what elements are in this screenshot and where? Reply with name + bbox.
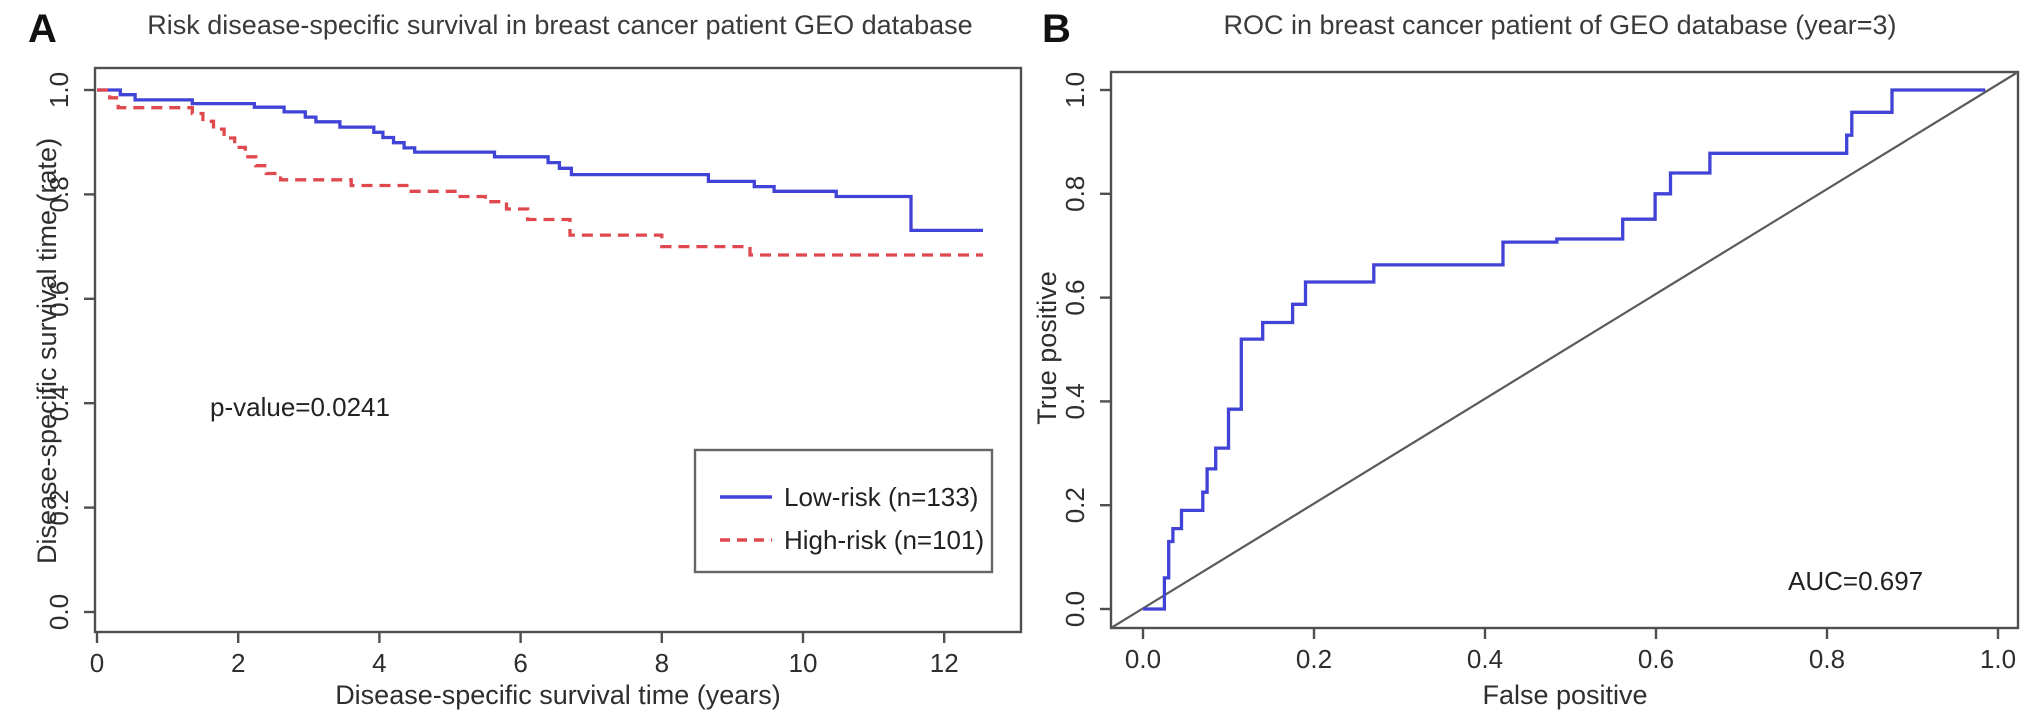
roc-curves	[1143, 88, 1986, 611]
x-tick-label: 8	[655, 648, 669, 678]
x-tick-label: 10	[789, 648, 818, 678]
x-tick-label: 0.2	[1296, 644, 1332, 674]
roc-chart-title: ROC in breast cancer patient of GEO data…	[1223, 10, 1896, 40]
low-risk-n-133-curve	[97, 88, 983, 233]
roc-y-axis-label: True positive	[1032, 271, 1062, 425]
km-y-axis-label: Disease-specific survival time (rate)	[32, 138, 62, 564]
x-tick-label: 0.8	[1809, 644, 1845, 674]
km-plot-box	[93, 66, 1023, 634]
y-tick-label: 0.2	[44, 490, 74, 526]
x-tick-label: 0.4	[1467, 644, 1503, 674]
panel-letter-b: B	[1042, 7, 1071, 51]
x-tick-label: 1.0	[1980, 644, 2016, 674]
roc-curve-curve	[1143, 88, 1986, 611]
x-tick-label: 0.6	[1638, 644, 1674, 674]
x-tick-label: 12	[930, 648, 959, 678]
panel-roc: B ROC in breast cancer patient of GEO da…	[1032, 7, 2020, 710]
high-risk-n-101-curve	[97, 88, 983, 257]
km-chart-title: Risk disease-specific survival in breast…	[147, 10, 972, 40]
y-tick-label: 0.8	[44, 176, 74, 212]
y-tick-label: 0.6	[1060, 280, 1090, 316]
panel-letter-a: A	[28, 7, 57, 51]
roc-reference-diagonal	[1110, 71, 2019, 629]
x-tick-label: 0.0	[1125, 644, 1161, 674]
legend-label-high-risk: High-risk (n=101)	[784, 525, 984, 555]
p-value-annotation: p-value=0.0241	[210, 392, 390, 422]
y-tick-label: 0.2	[1060, 487, 1090, 523]
y-tick-label: 0.0	[1060, 591, 1090, 627]
y-tick-label: 1.0	[44, 72, 74, 108]
km-axis-ticks: 0 2 4 6 8 10 12 0.0 0.2 0.4 0.6 0.8 1.0	[44, 72, 959, 678]
y-tick-label: 0.6	[44, 281, 74, 317]
km-legend: Low-risk (n=133) High-risk (n=101)	[693, 448, 994, 574]
roc-plot-box	[1109, 70, 2020, 630]
legend-label-low-risk: Low-risk (n=133)	[784, 482, 978, 512]
x-tick-label: 0	[90, 648, 104, 678]
km-x-axis-label: Disease-specific survival time (years)	[335, 680, 781, 710]
x-tick-label: 6	[513, 648, 527, 678]
y-tick-label: 1.0	[1060, 72, 1090, 108]
y-tick-label: 0.0	[44, 594, 74, 630]
x-tick-label: 4	[372, 648, 386, 678]
panel-km: A Risk disease-specific survival in brea…	[28, 7, 1023, 710]
auc-annotation: AUC=0.697	[1788, 566, 1923, 596]
roc-axis-ticks: 0.0 0.2 0.4 0.6 0.8 1.0 0.0 0.2 0.4 0.6 0.8 1.0	[1060, 72, 2016, 674]
km-legend-box	[693, 448, 994, 574]
y-tick-label: 0.8	[1060, 176, 1090, 212]
km-curves	[97, 88, 983, 257]
x-tick-label: 2	[231, 648, 245, 678]
y-tick-label: 0.4	[1060, 383, 1090, 419]
y-tick-label: 0.4	[44, 385, 74, 421]
roc-x-axis-label: False positive	[1482, 680, 1647, 710]
